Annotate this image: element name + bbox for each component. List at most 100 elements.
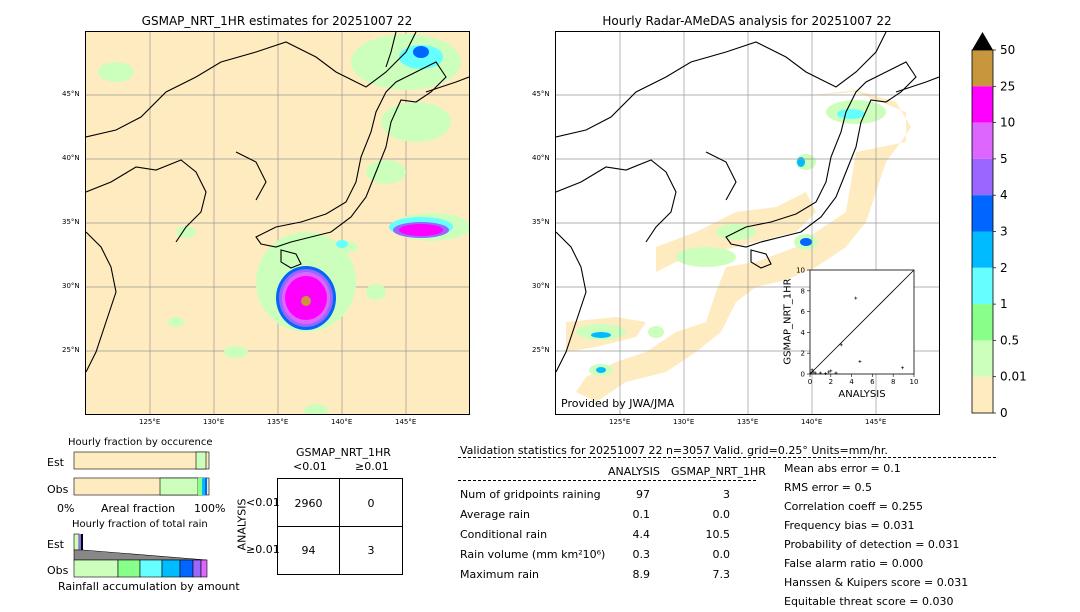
validation-row-label: Maximum rain [460,568,539,581]
colorbar-segment [972,195,993,232]
left-map-band-east [393,46,449,238]
right-map-title: Hourly Radar-AMeDAS analysis for 2025100… [602,14,892,28]
total-rain-obs-c1 [73,559,119,578]
right-map-canvas [556,32,939,414]
validation-gsmap-value: 7.3 [712,568,731,581]
colorbar-label: 4 [1000,188,1008,202]
scatter-y-tick-label: 0 [801,371,805,379]
colorbar-label: 2 [1000,261,1008,275]
scatter-xlabel: ANALYSIS [838,389,886,400]
validation-subheader-rule [458,480,756,481]
total-rain-axis-label: Rainfall accumulation by amount [58,580,240,593]
colorbar-label: 5 [1000,152,1008,166]
score-far: False alarm ratio = 0.000 [784,557,924,570]
occurrence-obs-label: Obs [47,483,69,496]
colorbar-label: 0.01 [1000,370,1027,384]
validation-row-label: Num of gridpoints raining [460,488,601,501]
validation-row-label: Rain volume (mm km²10⁶) [460,548,606,561]
scatter-x-tick-label: 4 [849,378,854,386]
validation-analysis-value: 8.9 [632,568,651,581]
contingency-col-lt: <0.01 [293,460,327,473]
lat-label: 25°N [62,346,80,354]
lat-label: 45°N [532,90,550,98]
lon-label: 130°E [673,418,695,426]
validation-analysis-value: 4.4 [632,528,651,541]
lat-label: 30°N [532,282,550,290]
left-map [85,31,470,415]
occurrence-obs-veryheavy [205,478,207,495]
validation-gsmap-value: 0.0 [712,508,731,521]
occurrence-chart [73,451,210,496]
total-rain-est-bar [73,533,80,551]
lat-label: 25°N [532,346,550,354]
scatter-point [827,370,831,374]
lon-label: 125°E [139,418,161,426]
scatter-point [813,371,817,375]
lon-label: 140°E [331,418,353,426]
left-map-coastlines [86,32,469,373]
scatter-point [829,369,833,373]
colorbar-label: 25 [1000,79,1015,93]
contingency-col-title: GSMAP_NRT_1HR [296,446,391,459]
score-hk: Hanssen & Kuipers score = 0.031 [784,576,969,589]
colorbar-segment [972,304,993,341]
validation-gsmap-values: 3 0.0 10.5 0.0 7.3 [690,485,731,585]
colorbar-label: 3 [1000,225,1008,239]
total-rain-obs-label: Obs [47,564,69,577]
total-rain-est-label: Est [47,538,64,551]
validation-scores: Mean abs error = 0.1 RMS error = 0.5 Cor… [784,459,968,611]
data-credit: Provided by JWA/JMA [561,397,675,410]
colorbar-label: 10 [1000,116,1015,130]
total-rain-est-heavy [79,534,81,550]
lon-label: 135°E [737,418,759,426]
validation-header: Validation statistics for 20251007 22 n=… [460,444,888,457]
occurrence-axis-right: 100% [194,502,226,515]
scatter-ylabel: GSMAP_NRT_1HR [782,278,794,365]
score-ets: Equitable threat score = 0.030 [784,595,954,608]
validation-col-gsmap: GSMAP_NRT_1HR [671,465,766,478]
colorbar-canvas: 50 25 10 5 4 3 2 1 0.5 0.01 0 [971,32,1027,420]
contingency-cell-11: 2960 [294,497,323,510]
scatter-canvas: 00 2 2 4 4 6 6 8 8 10 10 [796,267,919,387]
occurrence-obs-moderate [198,478,202,495]
contingency-col-ge: ≥0.01 [355,460,389,473]
scatter-point [858,360,862,364]
scatter-x-tick-label: 2 [829,378,833,386]
contingency-cell-12: 0 [367,497,375,510]
scatter-point [818,371,822,375]
total-rain-obs-c4 [161,559,181,578]
lat-label: 40°N [532,154,550,162]
validation-gsmap-value: 10.5 [705,528,731,541]
scatter-x-tick-label: 0 [808,378,812,386]
scatter-x-tick-label: 10 [910,378,919,386]
scatter-y-tick-label: 10 [796,267,805,275]
scatter-point [824,371,828,375]
left-map-typhoon [276,266,336,330]
validation-gsmap-value: 0.0 [712,548,731,561]
lat-label: 45°N [62,90,80,98]
occurrence-est-label: Est [47,456,64,469]
scatter-y-tick-label: 2 [801,350,805,358]
contingency-table: 2960 0 94 3 [277,478,403,575]
scatter-inset: 0 0 2 2 4 4 6 6 8 8 10 10 [783,265,923,405]
scatter-y-tick-label: 6 [801,308,806,316]
occurrence-obs-light [159,477,199,496]
scatter-x-tick-label: 8 [891,378,895,386]
colorbar-label: 50 [1000,43,1015,57]
total-rain-obs-c5 [179,559,194,578]
occurrence-axis-mid: Areal fraction [101,502,176,515]
occurrence-axis-left: 0% [57,502,75,515]
contingency-cell-22: 3 [367,544,375,557]
lat-label: 30°N [62,282,80,290]
colorbar-label: 1 [1000,297,1008,311]
lon-label: 145°E [395,418,417,426]
scatter-x-tick-label: 6 [870,378,875,386]
contingency-cell-21: 94 [301,544,316,557]
scatter-point [811,370,815,374]
lon-label: 140°E [801,418,823,426]
score-rms-error: RMS error = 0.5 [784,481,872,494]
colorbar: 50 25 10 5 4 3 2 1 0.5 0.01 0 [965,25,1035,420]
total-rain-connector [73,549,208,561]
colorbar-extend-arrow [972,32,993,50]
lat-label: 35°N [532,218,550,226]
